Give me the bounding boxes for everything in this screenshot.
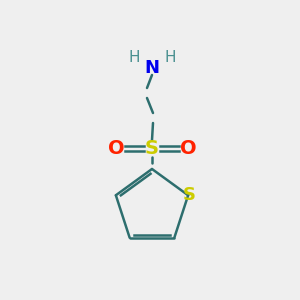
Text: H: H (164, 50, 176, 64)
Text: O: O (180, 139, 196, 158)
Text: O: O (108, 139, 124, 158)
Text: S: S (145, 139, 159, 158)
Text: S: S (183, 186, 196, 204)
Text: N: N (145, 59, 160, 77)
Text: H: H (128, 50, 140, 64)
